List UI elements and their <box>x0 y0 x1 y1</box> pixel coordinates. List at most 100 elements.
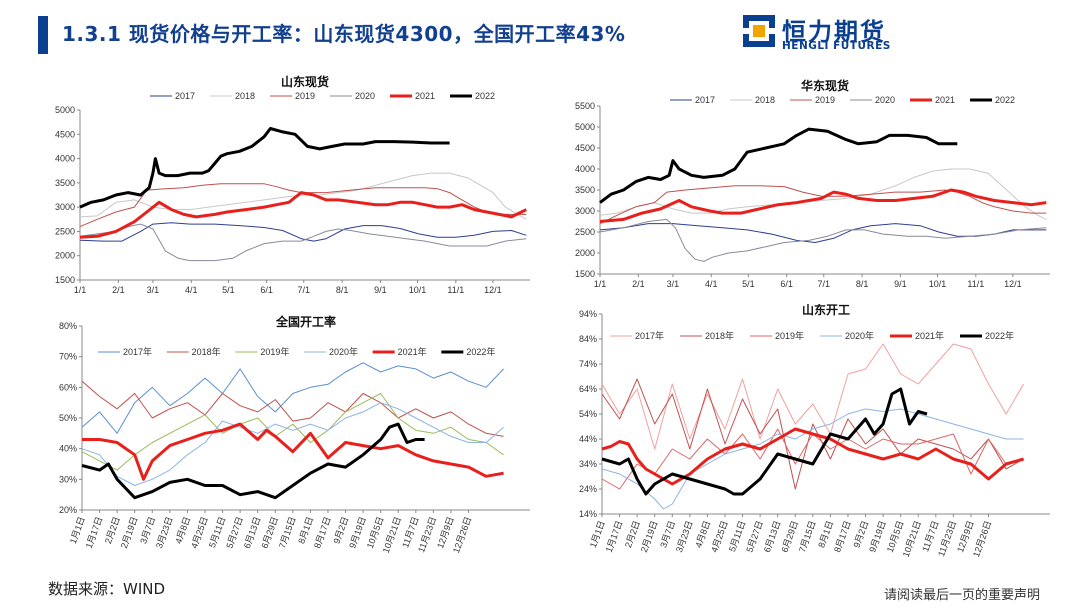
y-tick-label: 4500 <box>55 129 75 139</box>
y-tick-label: 44% <box>579 434 597 444</box>
chart-national-operating-rate: 20% 30% 40% 50% 60% 70% 80% 1月1日 1月17日 2月2日 2月19日 3… <box>40 314 540 576</box>
x-tick-label: 4月8日 <box>693 519 712 549</box>
series-line-2022 <box>79 127 450 209</box>
x-tick-label: 3月7日 <box>658 519 677 549</box>
series-line-2019 <box>79 183 527 228</box>
series-line-2017 <box>79 222 527 242</box>
series-line-2020年 <box>601 408 1024 510</box>
x-tick-label: 2月19日 <box>119 515 140 549</box>
x-tick-label: 8/1 <box>856 279 869 289</box>
x-tick-label: 6/1 <box>780 279 793 289</box>
hengli-logo-mark-icon <box>743 15 775 47</box>
x-tick-label: 3月7日 <box>138 515 157 545</box>
y-tick-label: 84% <box>579 334 597 344</box>
x-tick-label: 1月17日 <box>84 515 105 549</box>
legend-label: 2020年 <box>329 346 358 357</box>
x-tick-label: 3月23日 <box>154 515 175 549</box>
legend-label: 2020年 <box>845 330 874 341</box>
chart-svg: 1500 2000 2500 3000 3500 4000 4500 5000 5500 1/1 2… <box>575 78 1050 289</box>
chart-svg: 14% 24% 34% 44% 54% 64% 74% 84% 94% 1月1日1月17日2月2日… <box>579 304 1050 558</box>
chart-title: 华东现货 <box>801 78 849 93</box>
series-line-2017年 <box>81 362 504 434</box>
series-line-2020 <box>79 223 527 262</box>
x-tick-label: 9月2日 <box>851 519 870 549</box>
x-tick-label: 3月23日 <box>674 519 695 553</box>
y-tick-label: 3000 <box>55 202 75 212</box>
x-tick-label: 2/1 <box>632 279 645 289</box>
chart-huadong-spot: 1500 2000 2500 3000 3500 4000 4500 5000 5500 1/1 2… <box>560 78 1060 298</box>
series-line-2021 <box>79 191 527 239</box>
chart-svg: 1500 2000 2500 3000 3500 4000 4500 5000 1/1 2/1 3/… <box>55 74 530 295</box>
y-tick-label: 40% <box>59 444 77 454</box>
series-line-2017年 <box>601 343 1025 450</box>
y-tick-label: 5000 <box>55 105 75 115</box>
chart-shandong-spot: 1500 2000 2500 3000 3500 4000 4500 5000 1/1 2/1 3/… <box>40 74 540 302</box>
y-tick-label: 94% <box>579 309 597 319</box>
legend-label: 2017年 <box>635 330 664 341</box>
legend-label: 2021 <box>935 95 955 105</box>
x-tick-label: 1月17日 <box>604 519 625 553</box>
x-tick-label: 1月1日 <box>588 519 607 549</box>
x-tick-label: 2月2日 <box>623 519 642 549</box>
legend-label: 2022年 <box>985 330 1014 341</box>
x-tick-label: 11/1 <box>447 285 464 295</box>
y-tick-label: 2500 <box>55 226 75 236</box>
x-tick-label: 9月2日 <box>331 515 350 545</box>
x-tick-label: 7月15日 <box>277 515 298 549</box>
x-tick-label: 5/1 <box>742 279 755 289</box>
legend-label: 2019 <box>815 95 835 105</box>
x-tick-label: 7/1 <box>298 285 311 295</box>
company-logo: 恒力期货 HENGLI FUTURES <box>742 10 912 56</box>
page-title: 1.3.1 现货价格与开工率：山东现货4300，全国开工率43% <box>62 22 626 46</box>
x-tick-label: 1/1 <box>594 279 607 289</box>
y-tick-label: 3500 <box>55 178 75 188</box>
series-line-2022年 <box>81 422 425 500</box>
title-accent-bar <box>38 16 48 54</box>
legend-label: 2019年 <box>775 330 804 341</box>
legend-label: 2019年 <box>260 346 289 357</box>
y-tick-label: 50% <box>59 413 77 423</box>
legend-label: 2022 <box>475 91 495 101</box>
legend-label: 2017 <box>695 95 715 105</box>
series-line-2019 <box>599 185 1047 225</box>
chart-title: 山东开工 <box>802 304 850 317</box>
x-tick-label: 4/1 <box>705 279 718 289</box>
series-line-2020年 <box>81 402 504 486</box>
y-tick-label: 20% <box>59 505 77 515</box>
series-line-2019年 <box>81 393 504 471</box>
x-tick-label: 1/1 <box>74 285 87 295</box>
legend-label: 2021 <box>415 91 435 101</box>
y-tick-label: 4000 <box>575 164 595 174</box>
x-tick-label: 6/1 <box>260 285 273 295</box>
y-tick-label: 5500 <box>575 101 595 111</box>
x-tick-label: 7/1 <box>818 279 831 289</box>
y-tick-label: 24% <box>579 484 597 494</box>
legend-label: 2020 <box>355 91 375 101</box>
y-tick-label: 80% <box>59 321 77 331</box>
y-tick-label: 3500 <box>575 185 595 195</box>
legend-label: 2018年 <box>705 330 734 341</box>
legend-label: 2018年 <box>192 346 221 357</box>
x-tick-label: 2月19日 <box>639 519 660 553</box>
y-tick-label: 2000 <box>575 248 595 258</box>
chart-title: 全国开工率 <box>275 314 336 329</box>
x-tick-label: 7月15日 <box>797 519 818 553</box>
x-tick-label: 11/1 <box>967 279 984 289</box>
x-tick-label: 4/1 <box>185 285 198 295</box>
legend-label: 2021年 <box>915 330 944 341</box>
x-tick-label: 8/1 <box>336 285 349 295</box>
x-tick-label: 8月17日 <box>312 515 333 549</box>
y-tick-label: 2000 <box>55 251 75 261</box>
series-line-2017 <box>599 223 1047 243</box>
series-line-2018 <box>79 172 527 220</box>
chart-shandong-operating-rate: 14% 24% 34% 44% 54% 64% 74% 84% 94% 1月1日 1月17日 2月2日… <box>560 304 1060 576</box>
x-tick-label: 12/1 <box>484 285 502 295</box>
x-tick-label: 10/1 <box>409 285 427 295</box>
x-tick-label: 9/1 <box>894 279 907 289</box>
y-tick-label: 4500 <box>575 143 595 153</box>
y-tick-label: 34% <box>579 459 597 469</box>
series-line-2018年 <box>601 378 1024 490</box>
y-tick-label: 60% <box>59 382 77 392</box>
y-tick-label: 64% <box>579 384 597 394</box>
legend-label: 2022年 <box>466 346 495 357</box>
